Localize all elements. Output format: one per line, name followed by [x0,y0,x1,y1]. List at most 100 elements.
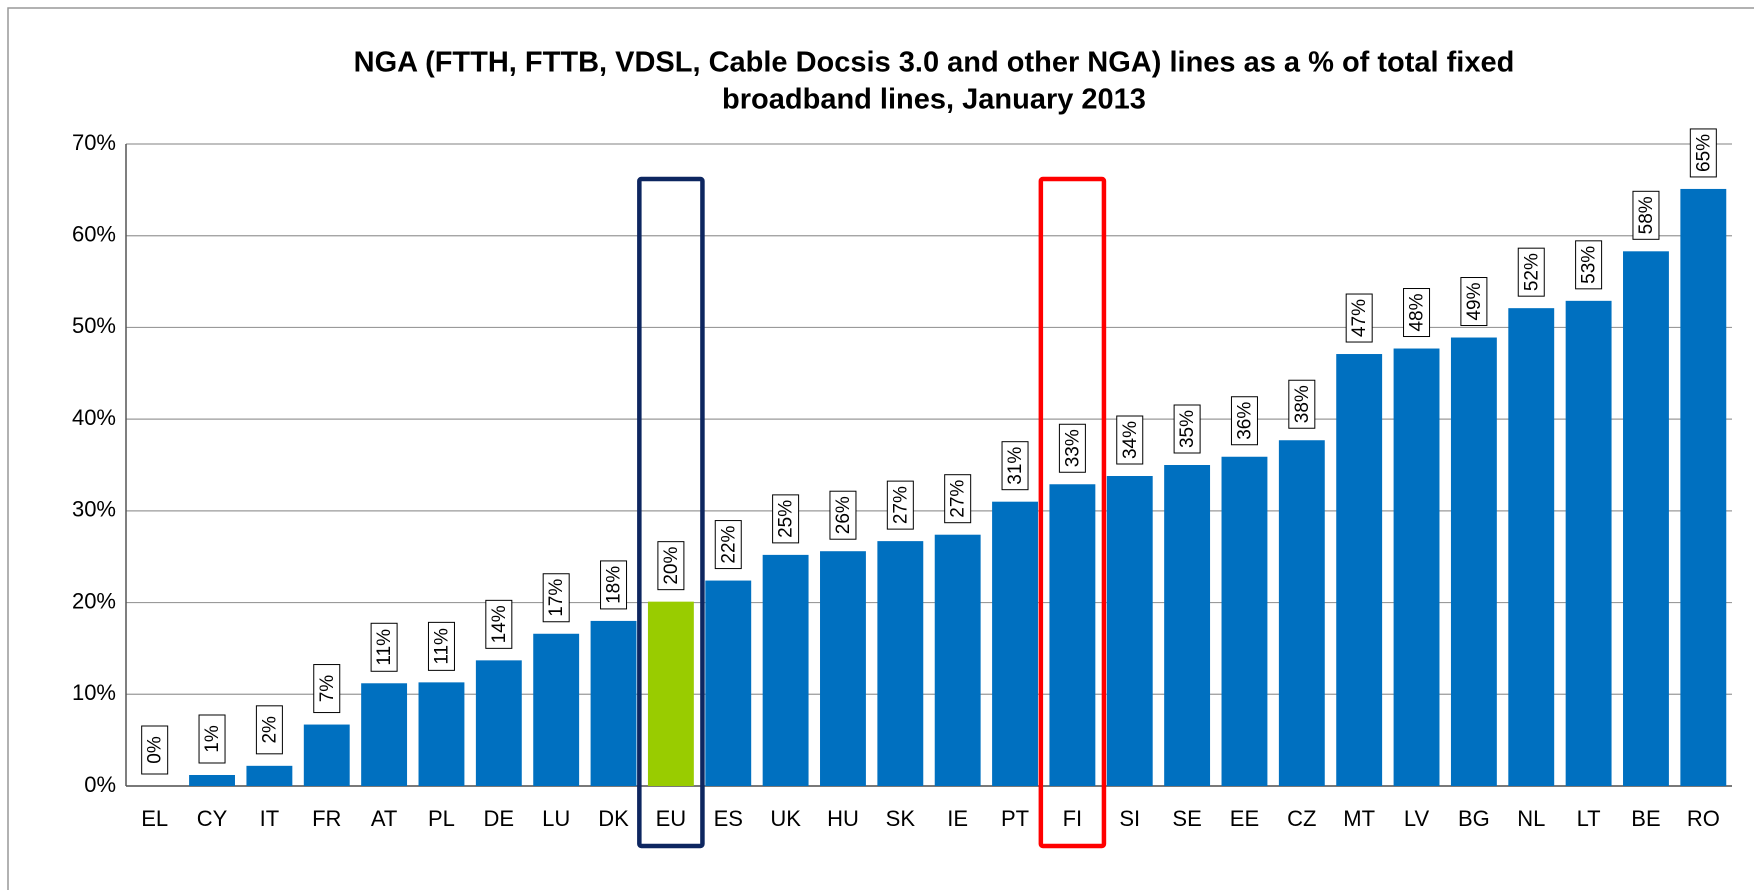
value-label: 17% [546,579,567,617]
y-tick-label: 50% [72,313,116,338]
bar [1164,465,1211,786]
x-tick-label: PL [428,806,455,831]
y-tick-label: 70% [72,130,116,155]
y-tick-label: 10% [72,680,116,705]
y-tick-label: 0% [84,772,116,797]
y-tick-label: 60% [72,222,116,247]
x-tick-label: IE [947,806,968,831]
y-tick-label: 30% [72,497,116,522]
bar [1106,476,1153,786]
bar [1336,354,1383,786]
value-label: 25% [776,500,797,538]
value-label-box [542,573,570,623]
x-tick-label: DK [598,806,629,831]
value-label: 34% [1120,421,1141,459]
value-label-box [141,725,169,775]
bar [1623,251,1669,786]
value-label-box [1345,293,1373,343]
value-label: 18% [604,566,625,604]
x-tick-label: FR [312,806,341,831]
value-label-box [1460,277,1488,327]
x-tick-label: LU [542,806,570,831]
value-label: 1% [202,725,223,753]
value-label-box [1403,288,1431,338]
x-tick-label: SI [1119,806,1140,831]
value-label: 31% [1005,447,1026,485]
bar [590,620,637,786]
chart-title: NGA (FTTH, FTTB, VDSL, Cable Docsis 3.0 … [354,47,1515,79]
bar [992,501,1038,786]
bar [820,551,866,786]
bar [246,765,293,786]
value-label-box [1230,396,1258,446]
value-label-box [1288,379,1316,429]
value-label: 14% [489,605,510,643]
value-label: 11% [431,628,452,665]
value-label-box [944,474,972,524]
y-tick-label: 40% [72,405,116,430]
value-label: 7% [317,675,338,703]
value-label-box [886,480,914,530]
bar [1508,308,1555,786]
value-label: 36% [1234,402,1255,440]
value-label-box [772,494,800,544]
value-label: 11% [374,629,395,666]
value-label: 33% [1062,429,1083,467]
bar [418,682,465,786]
value-label: 22% [718,525,739,563]
x-tick-label: NL [1517,806,1545,831]
bar [877,541,924,786]
value-label: 35% [1177,410,1198,448]
chart-title: broadband lines, January 2013 [722,84,1146,116]
value-label-box [1517,247,1545,297]
x-tick-label: LT [1577,806,1601,831]
x-tick-label: LV [1404,806,1430,831]
x-tick-label: UK [770,806,801,831]
bar [533,633,580,786]
bar [303,724,350,786]
bar [647,601,694,786]
x-tick-label: BE [1631,806,1660,831]
value-label-box [313,664,341,714]
bar [361,683,408,786]
bar [1278,440,1325,786]
value-label: 47% [1349,299,1370,337]
value-label-box [1058,423,1086,473]
bar [1049,484,1096,786]
x-tick-label: IT [260,806,280,831]
x-tick-label: AT [371,806,397,831]
value-label-box [1689,128,1717,178]
x-tick-label: EL [141,806,168,831]
value-label: 27% [890,486,911,524]
highlight-box [1038,176,1107,849]
y-tick-label: 20% [72,588,116,613]
value-label: 26% [833,496,854,534]
x-tick-label: SE [1172,806,1201,831]
value-label-box [1575,240,1603,290]
value-label-box [255,705,283,755]
value-label-box [1632,190,1660,240]
x-tick-label: EU [656,806,687,831]
value-label: 0% [145,736,166,764]
x-tick-label: CZ [1287,806,1316,831]
value-label-box [198,714,226,764]
x-tick-label: DE [484,806,515,831]
x-tick-label: PT [1001,806,1029,831]
x-tick-label: SK [886,806,916,831]
value-label: 48% [1407,293,1428,331]
value-label-box [600,560,628,610]
x-tick-label: BG [1458,806,1490,831]
value-label: 38% [1292,385,1313,423]
value-label-box [714,520,742,570]
x-tick-label: RO [1687,806,1720,831]
x-tick-label: MT [1343,806,1375,831]
value-label: 49% [1464,282,1485,320]
bar [1565,300,1612,786]
bar [705,580,752,786]
bar [1393,348,1440,786]
value-label-box [657,541,685,591]
x-tick-label: FI [1063,806,1083,831]
bar [1221,456,1268,786]
value-label-box [1173,404,1201,454]
